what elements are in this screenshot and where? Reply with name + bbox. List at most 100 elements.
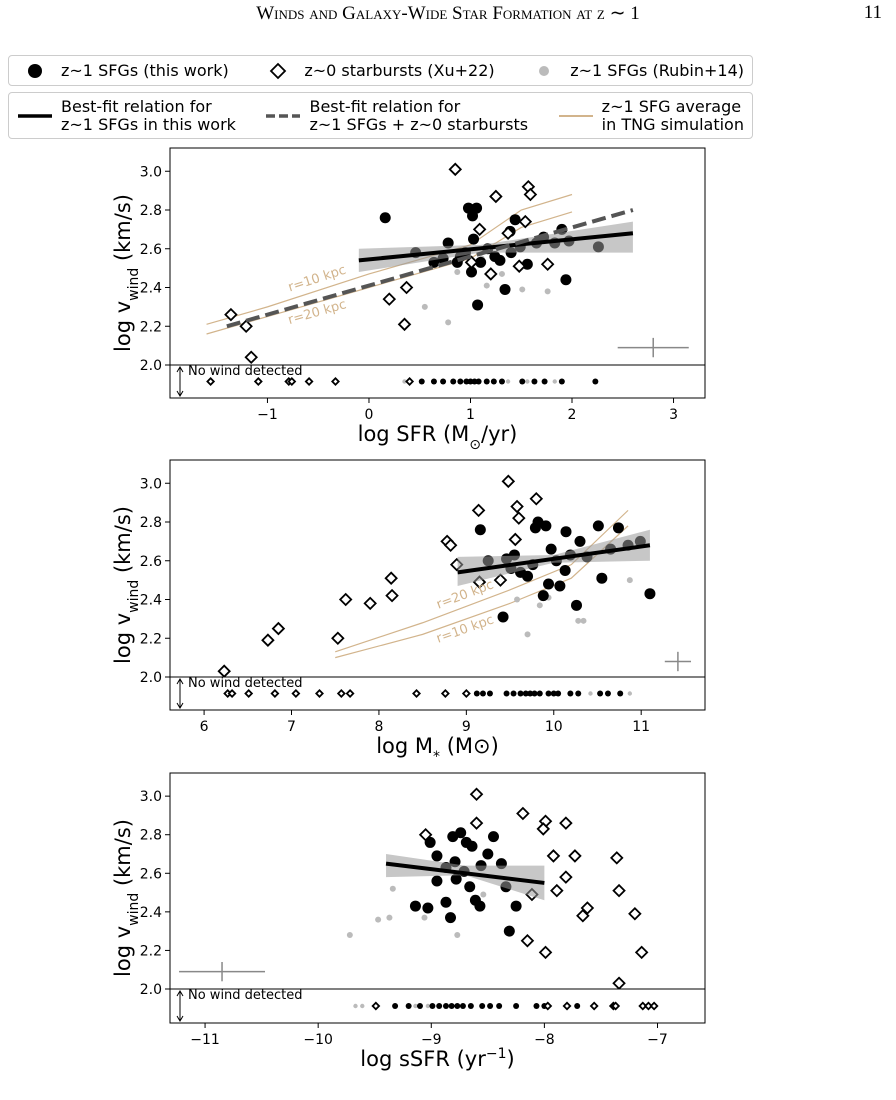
diamond-marker — [315, 689, 324, 698]
diamond-marker — [643, 1001, 653, 1011]
y-tick-label: 2.0 — [140, 982, 162, 998]
circle-marker — [612, 522, 624, 534]
legend-symbol — [558, 114, 593, 117]
diamond-marker — [512, 259, 526, 273]
circle-marker — [483, 378, 490, 385]
diamond-marker — [412, 689, 421, 698]
label-part: ) — [507, 1047, 515, 1071]
legend: Best-fit relation for z~1 SFGs in this w… — [8, 92, 753, 139]
circle-marker — [544, 288, 551, 295]
circle-marker — [604, 690, 611, 697]
y-tick-label: 2.4 — [140, 281, 162, 297]
legend-item: z~1 SFGs (Rubin+14) — [526, 61, 744, 81]
circle-marker — [467, 1003, 474, 1009]
x-tick-label: 1 — [466, 407, 475, 423]
x-tick-label: 0 — [365, 407, 374, 423]
label-part: * — [433, 749, 440, 765]
circle-marker — [536, 690, 543, 697]
circle-marker — [429, 1003, 436, 1009]
arrow-head — [176, 678, 184, 709]
circle-marker — [375, 916, 382, 923]
label-part: wind — [126, 268, 142, 301]
diamond-marker — [589, 1001, 599, 1011]
diamond-marker — [448, 162, 463, 177]
diamond-marker — [384, 571, 398, 585]
circle-marker — [552, 379, 557, 384]
diamond-marker — [568, 849, 582, 863]
circle-marker — [596, 572, 608, 584]
best-fit-line — [457, 543, 651, 575]
diamond-marker — [469, 787, 484, 801]
diamond-marker — [371, 1001, 381, 1011]
diamond-marker — [520, 934, 535, 948]
label-part: wind — [126, 893, 142, 926]
circle-marker — [454, 932, 461, 938]
circle-marker — [409, 900, 421, 912]
circle-marker — [529, 522, 541, 534]
diamond-marker — [382, 292, 397, 306]
annotation: No wind detected — [188, 364, 303, 379]
label-part: (km/s) — [111, 819, 135, 893]
circle-marker — [482, 848, 494, 860]
circle-marker — [560, 274, 572, 286]
x-axis-label: log SFR (M⊙/yr) — [358, 422, 518, 453]
diamond-marker — [516, 806, 530, 821]
diamond-marker — [518, 214, 533, 229]
diamond-marker — [610, 851, 624, 865]
circle-marker — [389, 885, 396, 892]
circle-marker — [503, 690, 510, 697]
page-number: 11 — [863, 2, 882, 23]
diamond-marker — [638, 1001, 648, 1011]
diamond-marker — [336, 689, 346, 698]
circle-marker — [555, 690, 562, 697]
diamond-marker — [443, 538, 458, 553]
circle-marker — [431, 875, 443, 887]
diamond-marker — [501, 474, 516, 489]
circle-marker — [442, 237, 454, 249]
circle-marker — [545, 690, 552, 697]
x-tick-label: 3 — [669, 407, 678, 423]
circle-marker — [440, 378, 447, 385]
diamond-marker — [562, 1001, 572, 1011]
diamond-marker — [489, 189, 503, 204]
diamond-marker — [510, 499, 524, 514]
diamond-marker — [397, 317, 412, 332]
circle-marker — [460, 836, 472, 848]
circle-marker — [468, 233, 480, 245]
diamond-marker — [270, 62, 287, 79]
legend: z~1 SFGs (this work) z~0 starbursts (Xu+2… — [8, 55, 753, 86]
diamond-marker — [628, 907, 642, 921]
circle-marker — [436, 1003, 443, 1009]
diamond-marker — [543, 1001, 553, 1011]
diamond-marker — [331, 377, 340, 386]
circle-marker — [539, 65, 550, 76]
circle-marker — [421, 914, 428, 921]
circle-marker — [510, 900, 522, 912]
diamond-marker — [493, 573, 508, 587]
diamond-marker — [291, 689, 301, 698]
y-tick-label: 2.6 — [140, 866, 162, 882]
y-tick-label: 2.0 — [140, 358, 162, 374]
circle-marker — [413, 1003, 418, 1009]
circle-marker — [480, 891, 487, 898]
label-part: log M — [376, 734, 433, 758]
arrow-head — [176, 990, 184, 1022]
x-tick-label: −7 — [647, 1032, 668, 1048]
circle-marker — [531, 690, 538, 697]
circle-marker — [550, 690, 557, 697]
circle-marker — [353, 1003, 358, 1009]
circle-marker — [457, 378, 464, 385]
label-part: (km/s) — [111, 194, 135, 268]
x-tick-label: 2 — [568, 407, 577, 423]
circle-marker — [498, 270, 505, 277]
diamond-marker — [559, 816, 573, 830]
diamond-marker — [501, 226, 515, 241]
circle-marker — [472, 299, 484, 311]
x-tick-label: −8 — [534, 1032, 555, 1048]
diamond-marker — [287, 377, 297, 386]
label-part: (km/s) — [111, 506, 135, 580]
x-tick-label: 9 — [462, 719, 471, 735]
circle-marker — [483, 282, 490, 289]
